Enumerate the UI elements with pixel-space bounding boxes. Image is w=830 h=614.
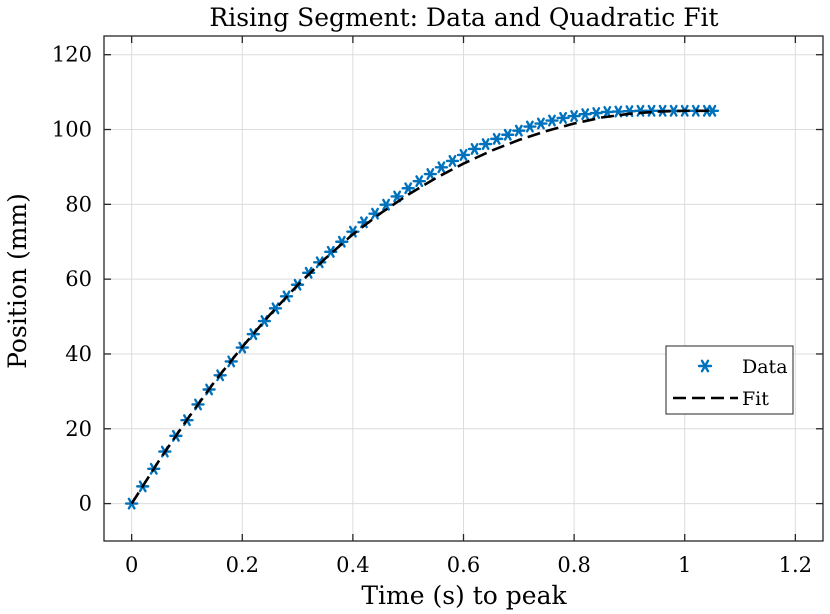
data-point bbox=[600, 105, 614, 118]
data-point bbox=[456, 148, 471, 161]
y-tick-label: 120 bbox=[52, 43, 92, 67]
y-axis-label: Position (mm) bbox=[3, 193, 32, 369]
legend-fit-label: Fit bbox=[742, 388, 769, 410]
x-axis-label: Time (s) to peak bbox=[361, 581, 567, 610]
data-point bbox=[401, 182, 415, 195]
data-point bbox=[434, 161, 449, 174]
y-tick-label: 0 bbox=[79, 492, 92, 516]
data-point bbox=[578, 108, 592, 121]
y-tick-label: 100 bbox=[52, 118, 92, 142]
data-point bbox=[489, 132, 504, 145]
x-tick-label: 1.2 bbox=[779, 553, 812, 577]
x-tick-label: 0.4 bbox=[336, 553, 369, 577]
data-point bbox=[512, 124, 526, 137]
data-series bbox=[124, 104, 720, 510]
x-tick-label: 1 bbox=[678, 553, 691, 577]
data-point bbox=[556, 111, 570, 124]
x-tick-label: 0.2 bbox=[226, 553, 259, 577]
legend-asterisk bbox=[697, 359, 713, 373]
y-tick-label: 20 bbox=[65, 417, 92, 441]
fit-line bbox=[130, 109, 713, 505]
data-point bbox=[589, 107, 603, 120]
data-point bbox=[545, 114, 559, 127]
chart-title: Rising Segment: Data and Quadratic Fit bbox=[209, 3, 718, 32]
y-tick-label: 60 bbox=[65, 267, 92, 291]
data-point bbox=[705, 104, 720, 117]
legend-box bbox=[665, 345, 794, 415]
x-tick-label: 0 bbox=[125, 553, 138, 577]
data-point bbox=[534, 117, 548, 130]
y-tick-label: 80 bbox=[65, 192, 92, 216]
data-point bbox=[412, 175, 426, 188]
y-tick-label: 40 bbox=[65, 342, 92, 366]
data-point bbox=[478, 138, 493, 151]
legend-data-label: Data bbox=[742, 356, 788, 378]
x-tick-label: 0.6 bbox=[447, 553, 480, 577]
data-point bbox=[501, 128, 515, 141]
legend: Data Fit bbox=[665, 345, 794, 415]
data-point bbox=[567, 110, 581, 123]
data-point bbox=[467, 143, 482, 155]
legend-data-marker bbox=[697, 359, 713, 373]
x-tick-label: 0.8 bbox=[557, 553, 590, 577]
data-point bbox=[445, 154, 460, 167]
axis-ticks bbox=[104, 36, 823, 541]
data-point bbox=[523, 120, 537, 133]
data-point bbox=[423, 168, 438, 180]
fit-series bbox=[130, 109, 713, 505]
grid bbox=[104, 36, 823, 541]
data-point bbox=[379, 198, 393, 211]
